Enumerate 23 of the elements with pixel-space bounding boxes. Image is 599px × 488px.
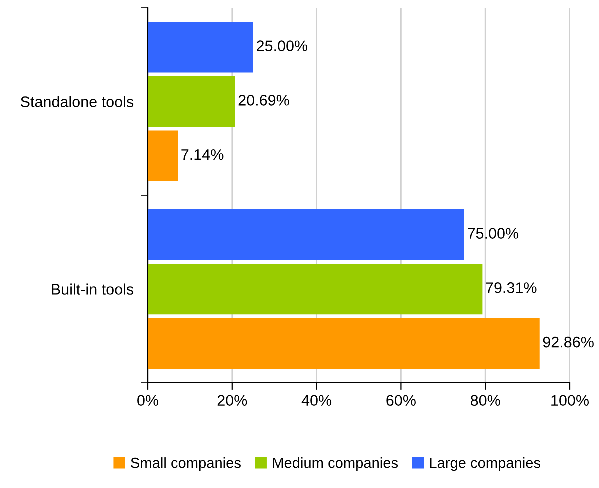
x-tick-label: 100% <box>552 395 589 406</box>
data-label: 25.00% <box>257 40 308 52</box>
legend-label: Medium companies <box>273 458 398 472</box>
data-label: 92.86% <box>543 336 594 348</box>
x-tick-label: 0% <box>138 395 158 406</box>
y-tick-label: Standalone tools <box>20 96 134 108</box>
x-tick-label: 40% <box>302 395 332 406</box>
x-tick-label: 60% <box>386 395 416 406</box>
data-label: 7.14% <box>182 149 224 160</box>
bar <box>148 22 254 73</box>
legend-label: Small companies <box>131 458 241 472</box>
data-label: 20.69% <box>238 95 290 106</box>
bar <box>148 76 236 128</box>
y-tick-label: Built-in tools <box>52 284 134 295</box>
bar <box>148 264 483 315</box>
x-tick-label: 20% <box>218 395 248 406</box>
legend-label: Large companies <box>430 458 541 472</box>
data-label: 79.31% <box>486 282 537 294</box>
bar <box>148 318 540 369</box>
bar <box>148 130 178 182</box>
x-tick-label: 80% <box>470 395 500 406</box>
bar <box>148 210 464 260</box>
data-label: 75.00% <box>468 228 519 239</box>
